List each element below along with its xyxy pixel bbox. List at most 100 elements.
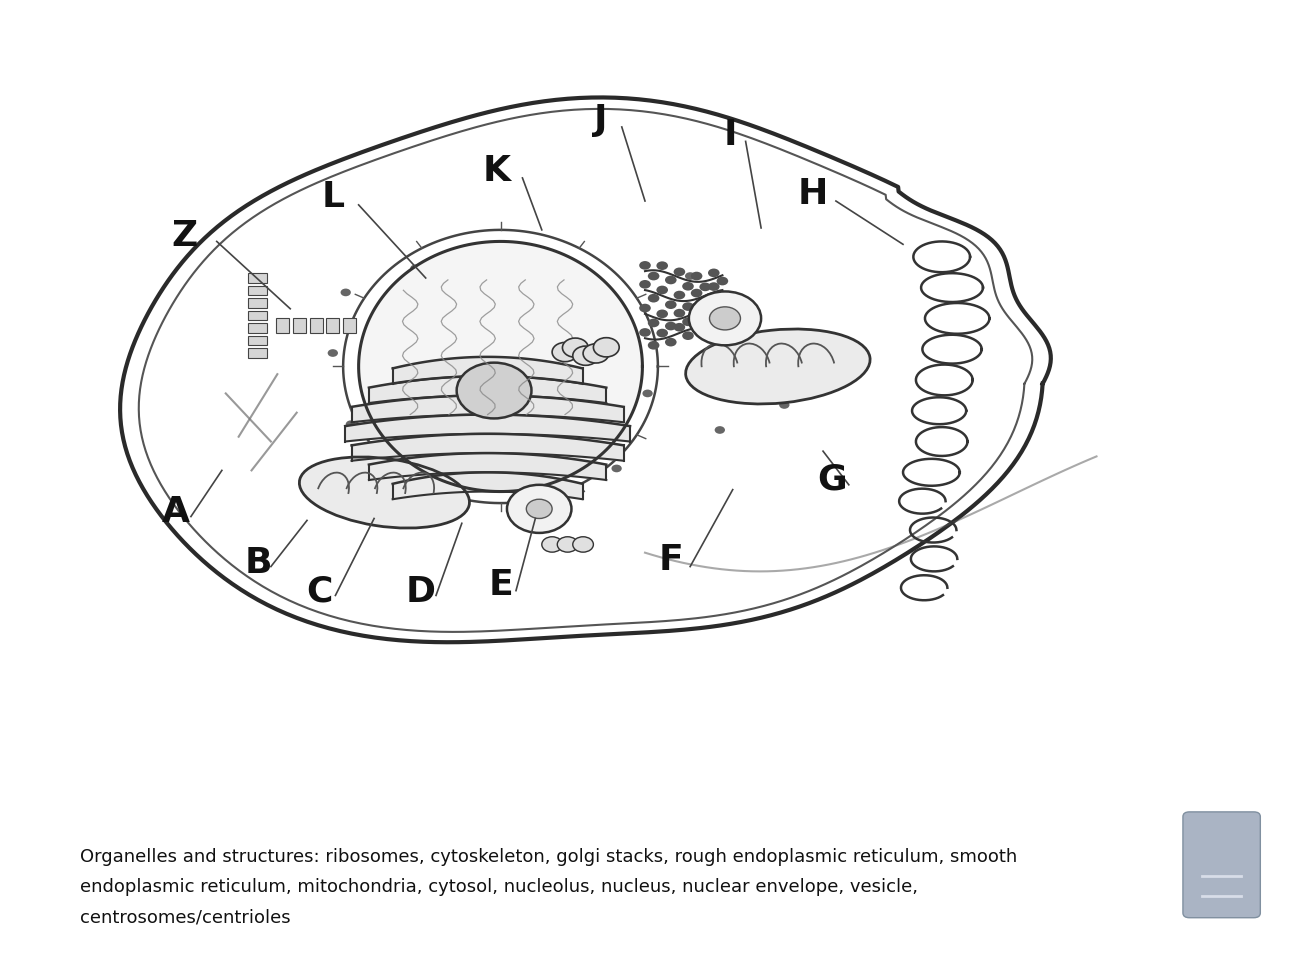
Circle shape	[640, 329, 650, 337]
Text: F: F	[658, 542, 684, 577]
Text: K: K	[482, 154, 511, 188]
Text: Organelles and structures: ribosomes, cytoskeleton, golgi stacks, rough endoplas: Organelles and structures: ribosomes, cy…	[80, 848, 1018, 925]
Circle shape	[436, 292, 446, 300]
Circle shape	[708, 321, 720, 330]
Circle shape	[557, 537, 578, 553]
Circle shape	[375, 306, 386, 313]
Circle shape	[708, 269, 720, 278]
Circle shape	[657, 310, 668, 319]
Circle shape	[708, 300, 720, 308]
Circle shape	[507, 485, 571, 533]
Circle shape	[691, 272, 702, 281]
Circle shape	[504, 369, 515, 377]
FancyBboxPatch shape	[1183, 812, 1260, 918]
Ellipse shape	[686, 330, 869, 405]
Circle shape	[410, 265, 421, 273]
Circle shape	[740, 337, 751, 345]
Bar	[248, 286, 267, 296]
Circle shape	[526, 500, 552, 519]
Circle shape	[444, 457, 454, 465]
Bar	[293, 319, 306, 333]
Polygon shape	[346, 415, 630, 442]
Ellipse shape	[457, 363, 531, 419]
Circle shape	[573, 347, 599, 366]
Bar	[326, 319, 339, 333]
Text: C: C	[307, 574, 333, 608]
Bar	[276, 319, 289, 333]
Text: A: A	[161, 494, 190, 529]
Circle shape	[699, 298, 711, 307]
Circle shape	[657, 262, 668, 271]
Text: H: H	[797, 177, 828, 211]
Circle shape	[682, 283, 694, 291]
Circle shape	[666, 277, 676, 285]
Circle shape	[699, 283, 711, 292]
Circle shape	[699, 312, 711, 321]
Circle shape	[657, 330, 668, 338]
Polygon shape	[120, 98, 1051, 643]
Circle shape	[673, 291, 685, 300]
Circle shape	[648, 341, 659, 350]
Circle shape	[682, 332, 694, 340]
Circle shape	[691, 319, 702, 328]
Circle shape	[710, 308, 740, 331]
Circle shape	[573, 537, 593, 553]
Polygon shape	[369, 377, 606, 404]
Circle shape	[717, 278, 728, 286]
Polygon shape	[369, 454, 606, 480]
Circle shape	[691, 304, 702, 312]
Circle shape	[673, 324, 685, 333]
Circle shape	[685, 273, 695, 281]
Polygon shape	[392, 357, 583, 384]
Circle shape	[708, 283, 720, 291]
Circle shape	[689, 292, 761, 346]
Bar	[248, 299, 267, 308]
Bar	[248, 274, 267, 283]
Circle shape	[666, 301, 676, 309]
Circle shape	[648, 319, 659, 328]
Text: B: B	[244, 545, 272, 579]
Circle shape	[673, 268, 685, 277]
Circle shape	[562, 338, 588, 357]
Circle shape	[341, 289, 351, 297]
Bar	[248, 349, 267, 358]
Text: D: D	[405, 574, 436, 608]
Circle shape	[717, 292, 728, 301]
Text: I: I	[724, 117, 737, 152]
Circle shape	[640, 305, 650, 313]
Polygon shape	[352, 434, 623, 461]
Circle shape	[640, 261, 650, 270]
Circle shape	[593, 338, 619, 357]
Text: Z: Z	[172, 218, 197, 253]
Circle shape	[542, 537, 562, 553]
Circle shape	[408, 333, 418, 340]
Ellipse shape	[299, 457, 470, 529]
Text: J: J	[595, 103, 608, 137]
Circle shape	[648, 294, 659, 303]
Circle shape	[346, 421, 356, 429]
Circle shape	[779, 402, 789, 409]
Text: G: G	[818, 461, 846, 496]
Bar	[310, 319, 322, 333]
Circle shape	[573, 313, 583, 321]
Circle shape	[666, 338, 676, 347]
Circle shape	[640, 281, 650, 289]
Bar	[248, 324, 267, 333]
Circle shape	[699, 331, 711, 339]
Text: E: E	[488, 567, 513, 602]
Bar	[248, 311, 267, 321]
Circle shape	[328, 350, 338, 357]
Circle shape	[717, 335, 728, 344]
Circle shape	[583, 344, 609, 363]
Circle shape	[717, 311, 728, 320]
Circle shape	[715, 427, 725, 434]
Polygon shape	[352, 396, 623, 423]
Circle shape	[552, 343, 578, 362]
Circle shape	[682, 303, 694, 311]
Circle shape	[556, 344, 566, 352]
Circle shape	[642, 390, 653, 398]
Circle shape	[682, 318, 694, 327]
Circle shape	[657, 286, 668, 295]
Bar	[248, 336, 267, 346]
Bar	[343, 319, 356, 333]
